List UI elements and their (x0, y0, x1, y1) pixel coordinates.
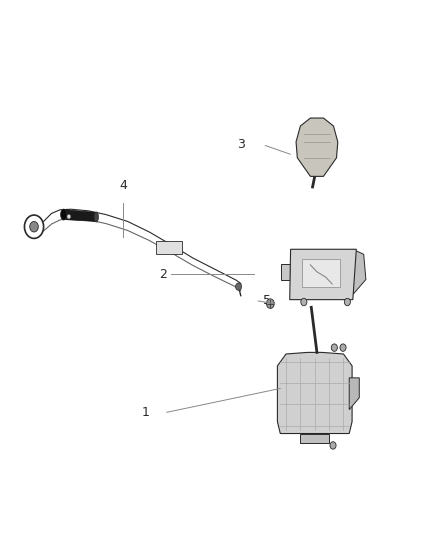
Ellipse shape (94, 212, 99, 222)
Text: 4: 4 (119, 179, 127, 192)
Circle shape (331, 344, 337, 351)
Polygon shape (302, 260, 340, 287)
Polygon shape (290, 249, 356, 300)
Polygon shape (281, 264, 290, 280)
Circle shape (67, 215, 71, 219)
Text: 1: 1 (141, 406, 149, 419)
Polygon shape (296, 118, 338, 176)
Circle shape (236, 283, 242, 290)
Circle shape (30, 222, 39, 232)
Circle shape (301, 298, 307, 306)
Polygon shape (353, 249, 366, 295)
Ellipse shape (60, 209, 67, 220)
Circle shape (344, 298, 350, 306)
Text: 3: 3 (237, 138, 245, 151)
Circle shape (340, 344, 346, 351)
Polygon shape (64, 209, 96, 222)
Text: 5: 5 (262, 294, 271, 308)
Text: 2: 2 (159, 268, 167, 281)
Polygon shape (277, 352, 352, 433)
Polygon shape (300, 433, 329, 443)
Polygon shape (156, 241, 182, 254)
Circle shape (330, 442, 336, 449)
Polygon shape (349, 378, 359, 410)
Circle shape (266, 299, 274, 309)
